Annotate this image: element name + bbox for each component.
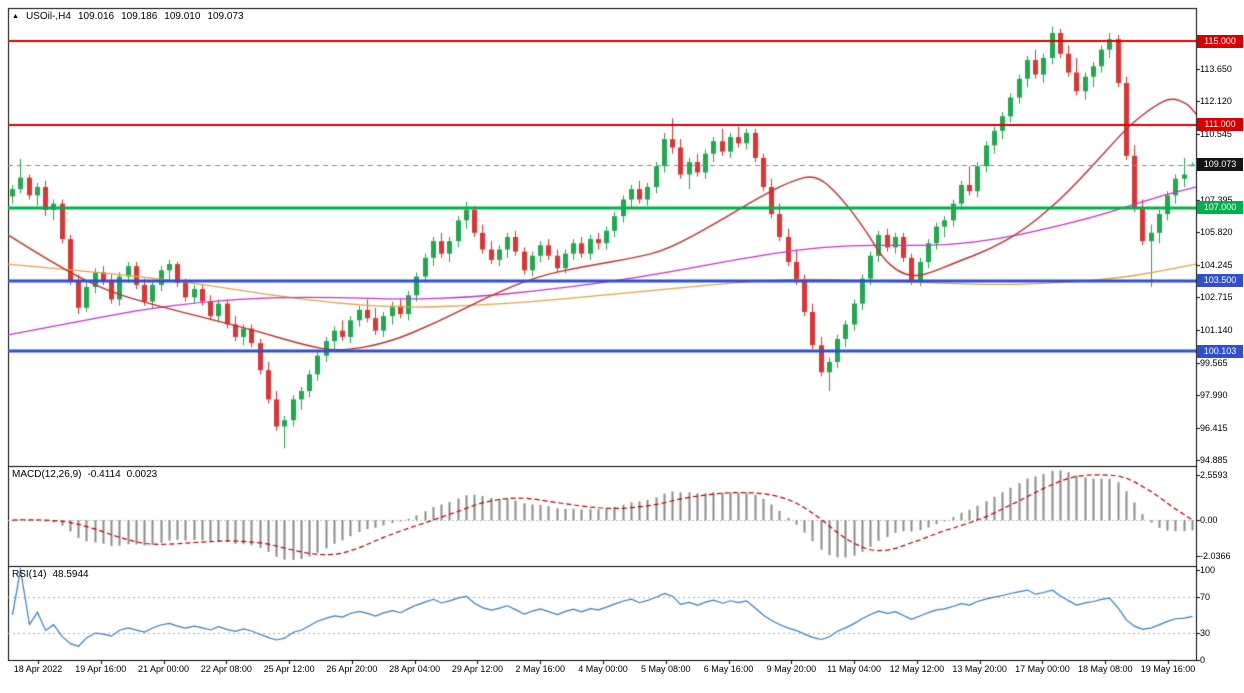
symbol-timeframe-label: USOil-,H4 bbox=[25, 11, 71, 22]
chart-header: ▲ USOil-,H4 109.016 109.186 109.010 109.073 bbox=[12, 11, 251, 22]
ohlc-close: 109.073 bbox=[207, 11, 244, 22]
ohlc-open: 109.016 bbox=[77, 11, 115, 22]
rsi-name: RSI(14) bbox=[12, 569, 47, 580]
ohlc-high: 109.186 bbox=[121, 11, 158, 22]
rsi-value: 48.5944 bbox=[52, 569, 89, 580]
macd-indicator-label: MACD(12,26,9) -0.4114 0.0023 bbox=[12, 469, 163, 480]
macd-name: MACD(12,26,9) bbox=[12, 469, 82, 480]
macd-value-main: -0.4114 bbox=[87, 469, 121, 480]
ohlc-low: 109.010 bbox=[164, 11, 201, 22]
macd-value-signal: 0.0023 bbox=[126, 469, 158, 480]
rsi-indicator-label: RSI(14) 48.5944 bbox=[12, 569, 95, 580]
chart-icon: ▲ bbox=[12, 13, 19, 20]
